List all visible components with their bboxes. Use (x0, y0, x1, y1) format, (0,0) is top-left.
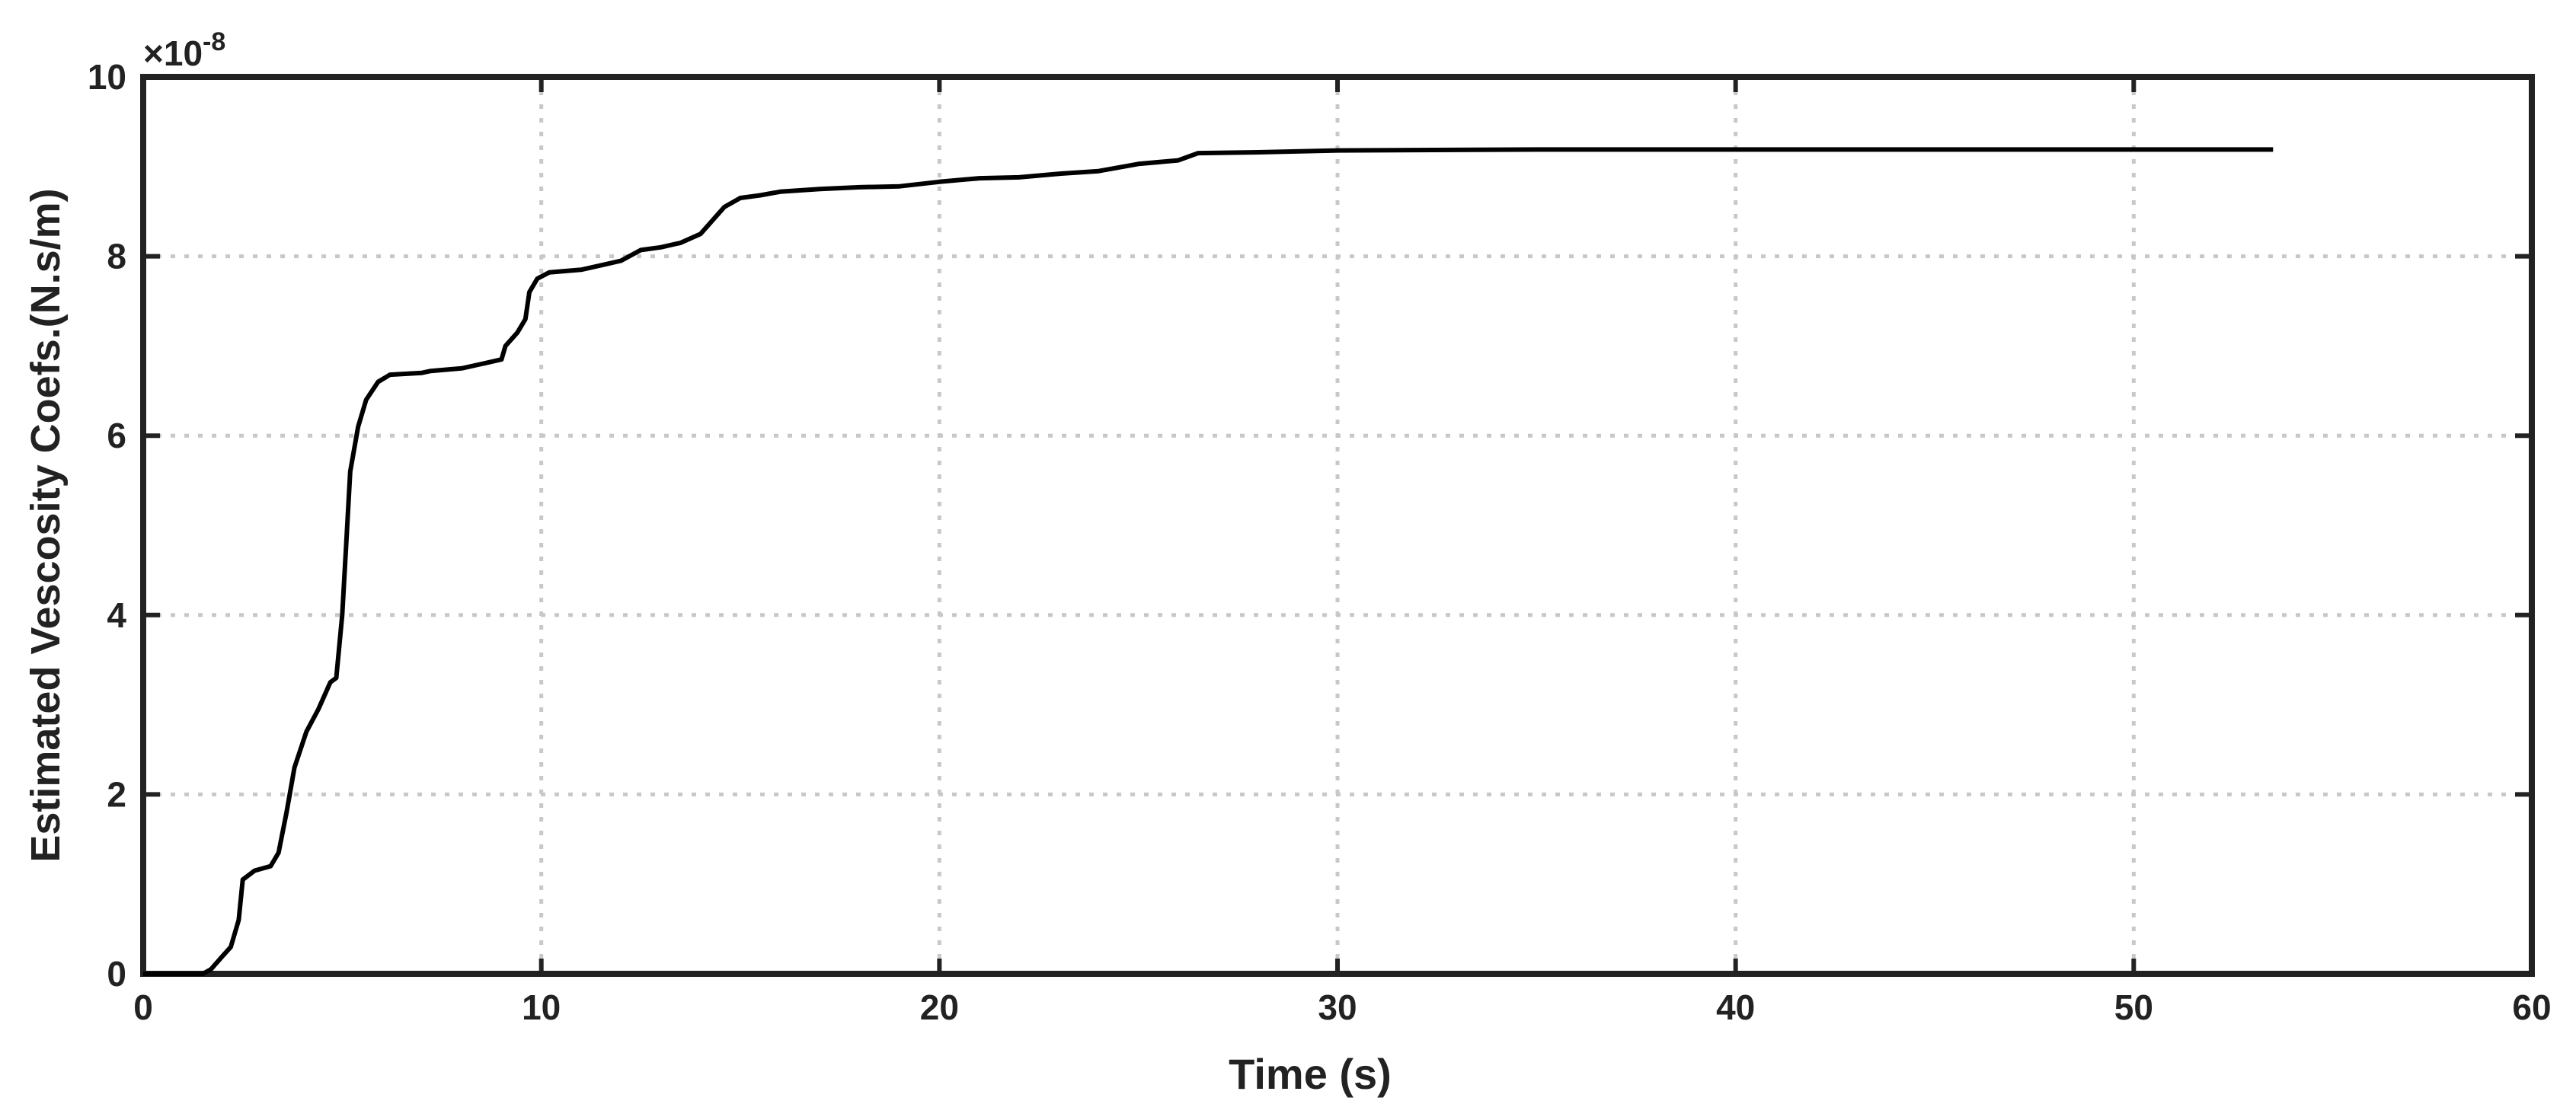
x-tick-label: 50 (2114, 988, 2153, 1027)
data-line (143, 147, 2274, 976)
x-tick-label: 20 (920, 988, 959, 1027)
y-axis-label: Estimated Vescosity Coefs.(N.s/m) (23, 188, 69, 862)
x-tick-label: 60 (2512, 988, 2551, 1027)
plot-frame (140, 74, 2535, 977)
x-tick-label: 40 (1716, 988, 1755, 1027)
y-tick-label: 0 (107, 954, 126, 994)
y-multiplier-base: ×10 (143, 34, 203, 73)
x-axis-label: Time (s) (1229, 1050, 1392, 1098)
y-tick-label: 6 (107, 416, 126, 455)
y-tick-label: 10 (88, 57, 126, 97)
x-tick-label: 10 (522, 988, 561, 1027)
y-multiplier: ×10-8 (143, 27, 225, 73)
y-multiplier-exponent: -8 (203, 27, 225, 56)
y-tick-label: 2 (107, 774, 126, 814)
y-tick-label: 8 (107, 237, 126, 276)
x-tick-label: 30 (1318, 988, 1357, 1027)
y-tick-label: 4 (107, 595, 126, 635)
x-tick-label: 0 (133, 988, 153, 1027)
